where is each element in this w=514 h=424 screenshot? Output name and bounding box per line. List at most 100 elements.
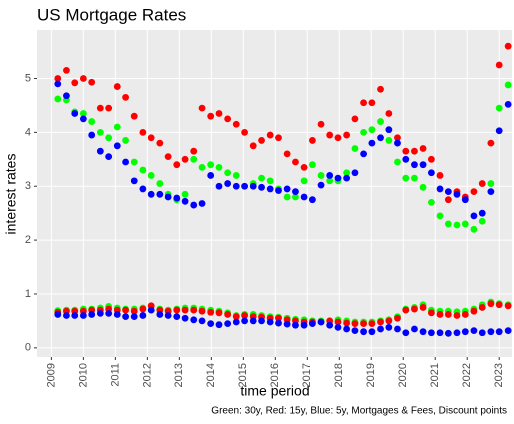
point	[79, 115, 87, 123]
chart-title: US Mortgage Rates	[37, 5, 186, 24]
point	[300, 321, 308, 329]
point	[224, 169, 232, 177]
point	[394, 314, 401, 322]
point	[275, 187, 282, 194]
point	[368, 320, 376, 327]
point	[147, 134, 155, 142]
point	[275, 319, 282, 327]
point	[478, 304, 486, 311]
point	[292, 188, 299, 196]
point	[292, 158, 299, 166]
point	[309, 320, 316, 327]
point	[377, 118, 384, 125]
point	[351, 115, 359, 123]
point	[351, 145, 359, 152]
point	[300, 177, 308, 185]
point	[113, 83, 121, 90]
point	[411, 174, 418, 182]
x-tick-label: 2017	[301, 363, 313, 387]
point	[130, 313, 138, 320]
x-tick-label: 2022	[461, 363, 473, 387]
point	[164, 193, 172, 201]
point	[351, 169, 359, 177]
point	[241, 128, 248, 136]
x-tick-label: 2016	[269, 363, 281, 387]
point	[427, 329, 435, 337]
point	[283, 193, 291, 201]
point	[198, 307, 206, 315]
point	[309, 137, 316, 144]
point	[190, 201, 198, 209]
point	[419, 304, 427, 311]
point	[300, 163, 308, 171]
point	[79, 75, 87, 82]
point	[427, 309, 435, 317]
point	[207, 320, 215, 327]
point	[487, 328, 495, 336]
point	[478, 180, 486, 187]
point	[105, 153, 113, 160]
x-tick-label: 2023	[493, 363, 505, 387]
point	[96, 128, 104, 136]
point	[88, 311, 96, 318]
point	[495, 301, 503, 309]
point	[198, 200, 206, 207]
point	[88, 118, 96, 125]
point	[427, 198, 435, 206]
point	[266, 131, 274, 139]
x-tick-label: 2021	[429, 363, 441, 387]
point	[173, 194, 181, 202]
x-tick-label: 2011	[109, 363, 121, 387]
point	[309, 196, 316, 204]
point	[224, 180, 232, 187]
point	[215, 110, 223, 117]
y-axis-title: interest rates	[3, 154, 19, 235]
point	[351, 320, 359, 327]
point	[444, 196, 452, 204]
point	[105, 309, 113, 317]
point	[283, 185, 291, 193]
x-tick-label: 2015	[237, 363, 249, 387]
point	[224, 320, 232, 327]
point	[368, 99, 376, 107]
point	[504, 100, 512, 108]
point	[207, 172, 215, 179]
point	[156, 190, 164, 198]
point	[215, 182, 223, 190]
point	[215, 163, 223, 171]
x-axis-title: time period	[240, 383, 309, 399]
point	[241, 317, 248, 325]
point	[343, 169, 351, 177]
point	[377, 85, 384, 93]
y-tick-label: 5	[25, 72, 31, 84]
point	[71, 79, 79, 87]
point	[181, 306, 189, 314]
point	[232, 172, 240, 179]
point	[334, 318, 342, 326]
y-tick-label: 4	[25, 126, 31, 138]
point	[495, 61, 503, 69]
point	[427, 169, 435, 177]
point	[96, 309, 104, 317]
point	[224, 311, 232, 318]
point	[385, 317, 393, 325]
point	[164, 153, 172, 160]
point	[402, 155, 410, 163]
point	[249, 142, 257, 150]
point	[368, 328, 376, 336]
point	[504, 327, 512, 335]
point	[113, 311, 121, 318]
point	[275, 134, 282, 142]
point	[156, 139, 164, 147]
point	[173, 306, 181, 314]
point	[130, 307, 138, 315]
point	[130, 177, 138, 185]
point	[368, 139, 376, 147]
point	[300, 193, 308, 201]
point	[470, 212, 478, 220]
x-tick-label: 2018	[333, 363, 345, 387]
point	[495, 328, 503, 336]
point	[394, 134, 401, 142]
point	[173, 313, 181, 320]
